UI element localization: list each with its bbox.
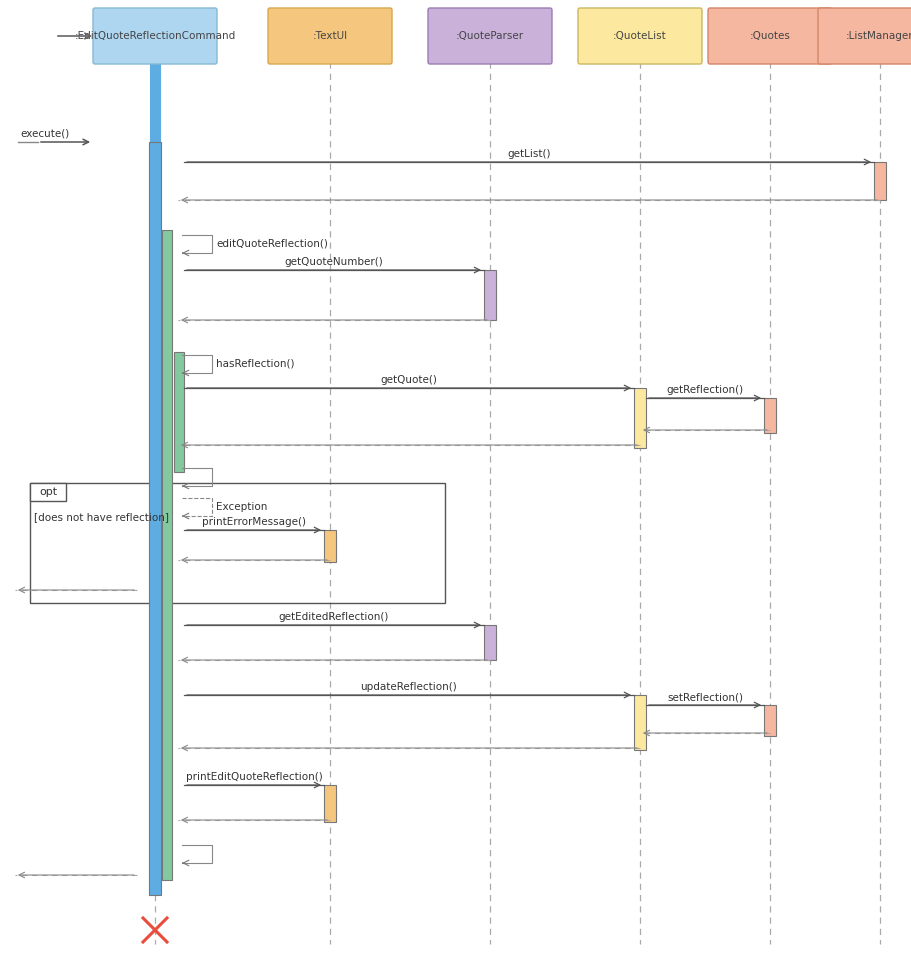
Bar — [30, 483, 66, 501]
Text: getEditedReflection(): getEditedReflection() — [279, 612, 389, 622]
Bar — [30, 483, 445, 603]
FancyBboxPatch shape — [268, 8, 392, 64]
Text: updateReflection(): updateReflection() — [360, 682, 457, 692]
FancyBboxPatch shape — [707, 8, 831, 64]
Text: [does not have reflection]: [does not have reflection] — [34, 512, 169, 522]
Bar — [763, 705, 775, 736]
Bar — [148, 142, 161, 895]
Bar — [484, 625, 496, 660]
Text: printErrorMessage(): printErrorMessage() — [201, 517, 306, 527]
Text: execute(): execute() — [20, 129, 69, 139]
Text: Exception: Exception — [216, 502, 267, 512]
Text: getQuote(): getQuote() — [380, 375, 437, 385]
Text: :ListManager: :ListManager — [845, 31, 911, 41]
Text: printEditQuoteReflection(): printEditQuoteReflection() — [186, 772, 322, 782]
Text: hasReflection(): hasReflection() — [216, 359, 294, 369]
FancyBboxPatch shape — [427, 8, 551, 64]
FancyBboxPatch shape — [817, 8, 911, 64]
Bar — [763, 398, 775, 433]
Bar — [323, 785, 335, 822]
Bar — [162, 230, 172, 880]
Text: :Quotes: :Quotes — [749, 31, 790, 41]
Text: getReflection(): getReflection() — [666, 385, 742, 395]
Text: setReflection(): setReflection() — [666, 692, 742, 702]
Bar — [323, 530, 335, 562]
Bar — [633, 388, 645, 448]
Bar — [174, 352, 184, 472]
Bar — [873, 162, 885, 200]
Text: :EditQuoteReflectionCommand: :EditQuoteReflectionCommand — [75, 31, 235, 41]
FancyBboxPatch shape — [93, 8, 217, 64]
Text: getQuoteNumber(): getQuoteNumber() — [284, 257, 383, 267]
Text: :QuoteList: :QuoteList — [612, 31, 666, 41]
Text: :QuoteParser: :QuoteParser — [456, 31, 524, 41]
Bar — [484, 270, 496, 320]
FancyBboxPatch shape — [578, 8, 701, 64]
Text: :TextUI: :TextUI — [312, 31, 347, 41]
Text: getList(): getList() — [507, 149, 550, 159]
Text: editQuoteReflection(): editQuoteReflection() — [216, 239, 328, 249]
Bar — [633, 695, 645, 750]
Text: opt: opt — [39, 487, 57, 497]
